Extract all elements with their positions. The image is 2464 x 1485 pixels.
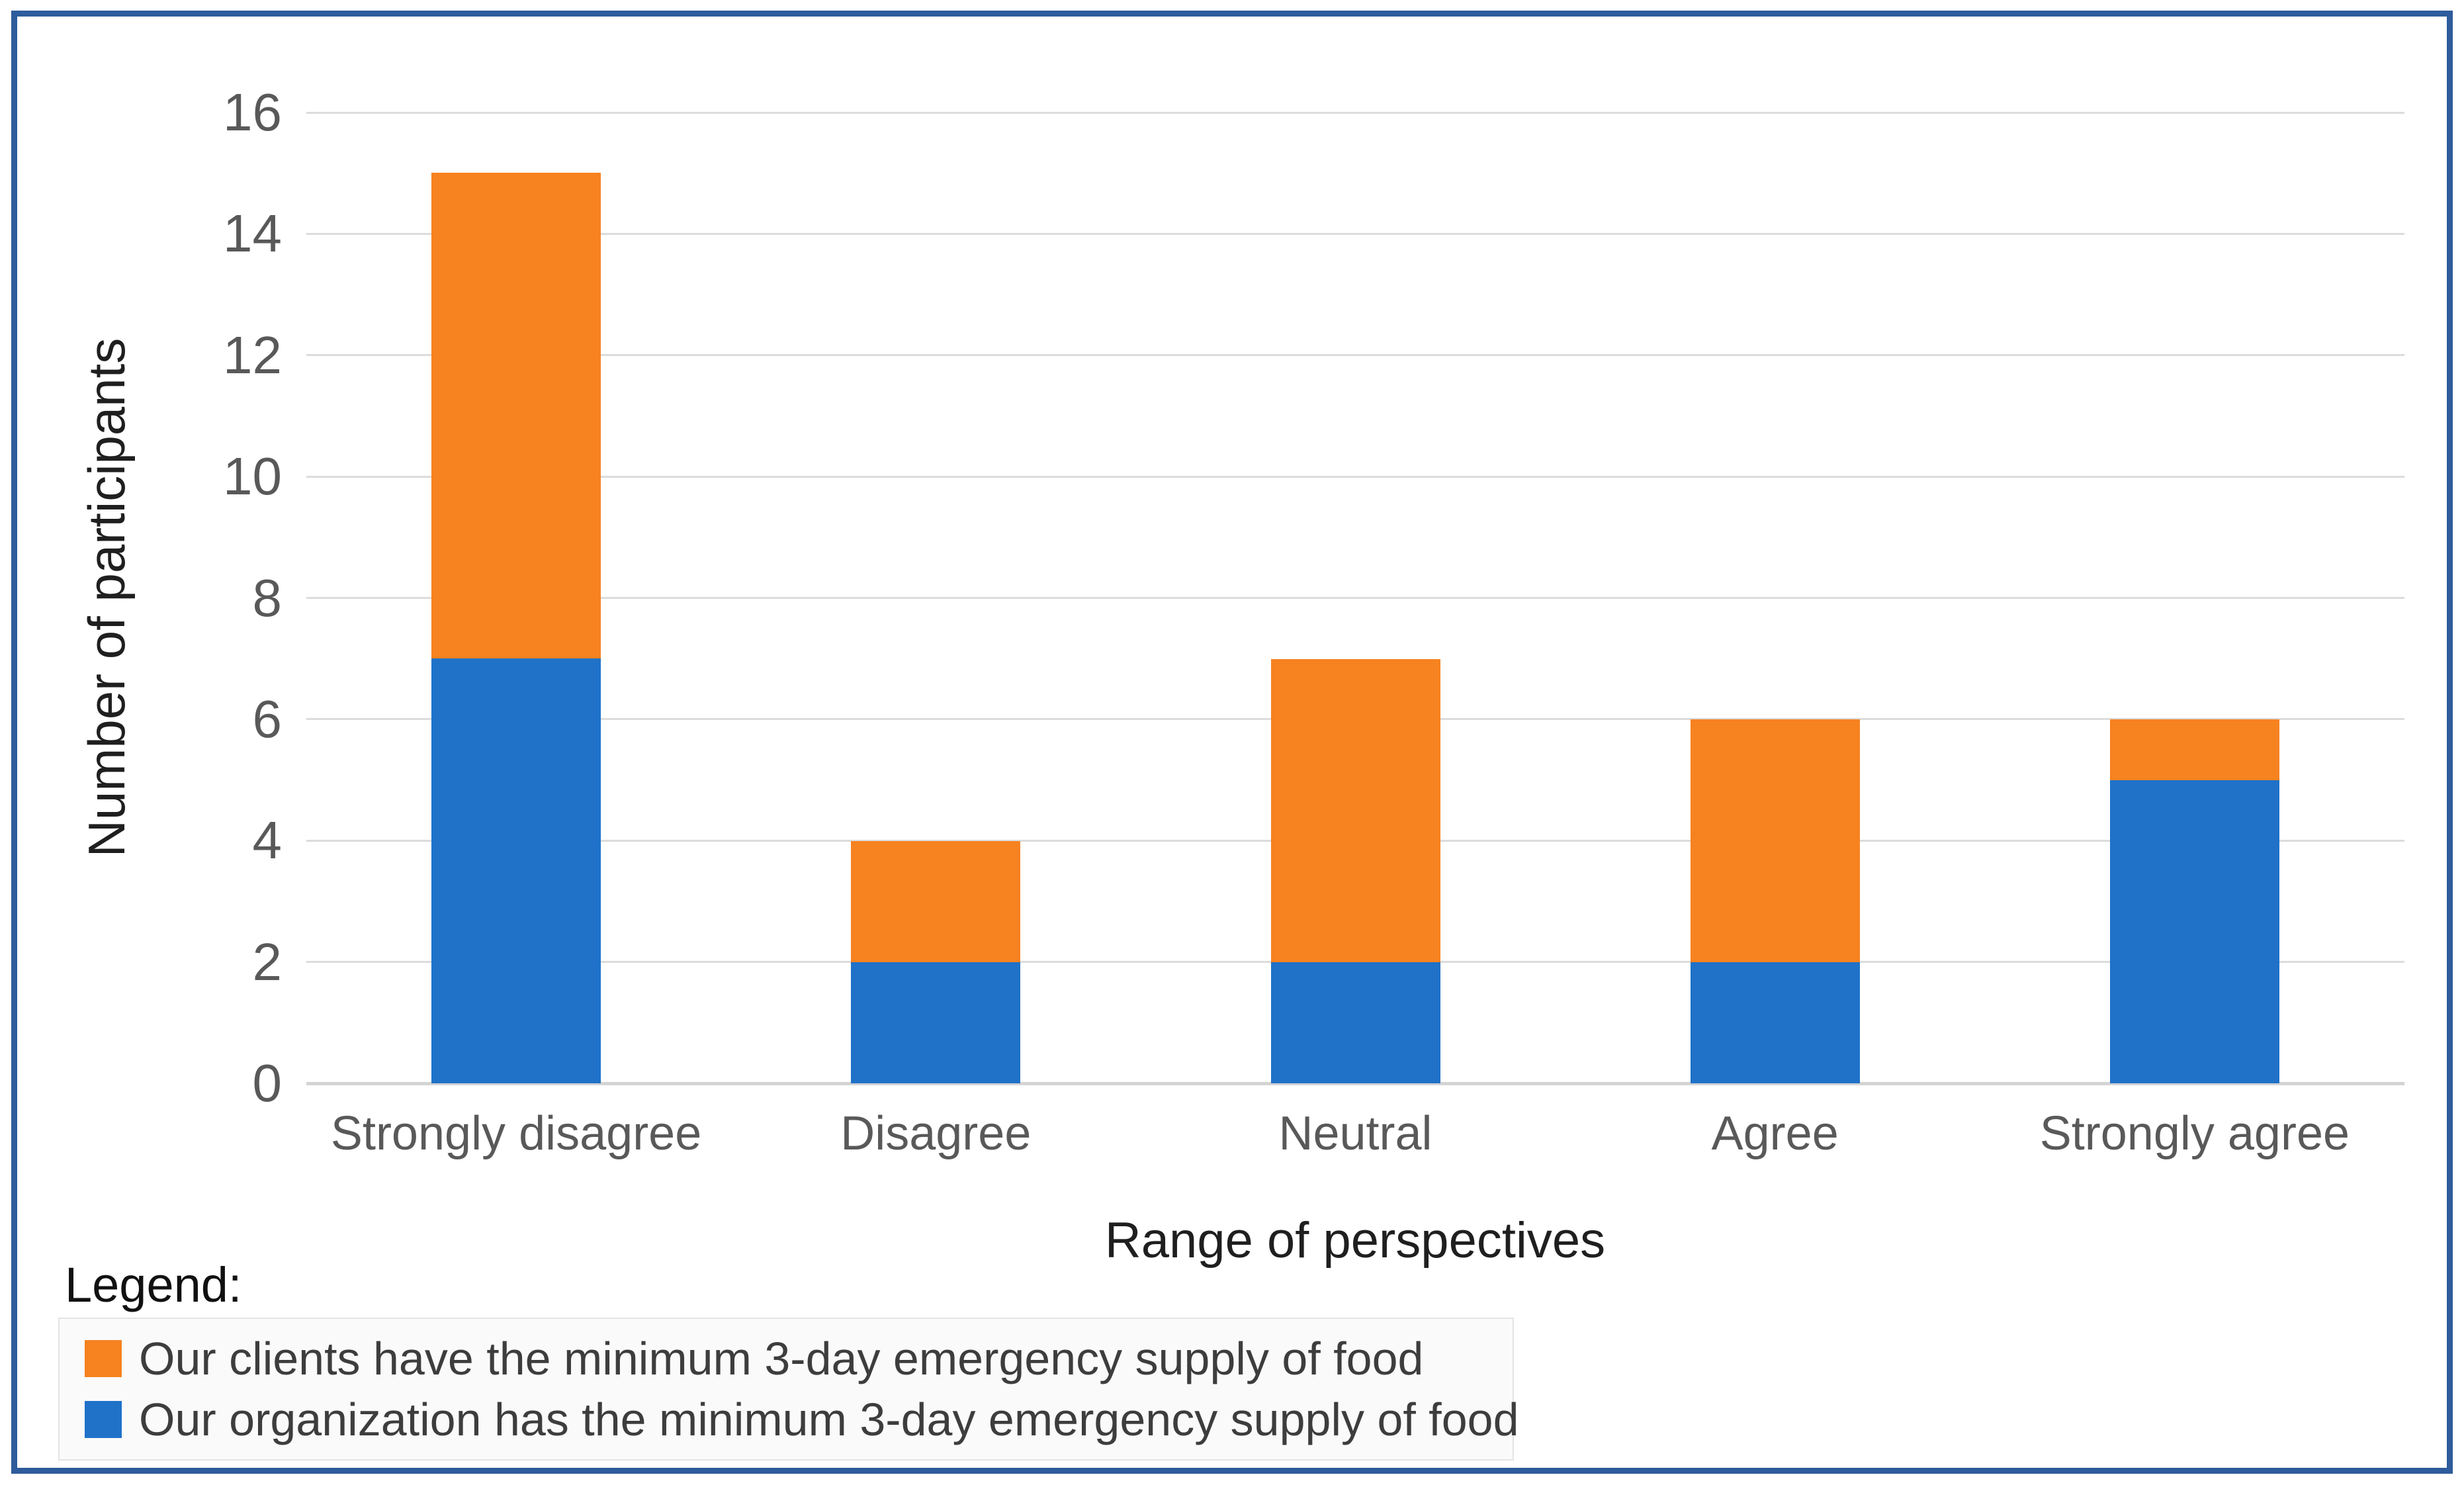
gridline-8 (306, 597, 2404, 599)
y-axis-tick-labels: 0 2 4 6 8 10 12 14 16 (116, 86, 283, 1110)
legend-label-clients: Our clients have the minimum 3-day emerg… (139, 1333, 1424, 1384)
y-tick-label-12: 12 (223, 325, 282, 384)
bar-segment-clients (2109, 719, 2279, 780)
bar-segment-clients (1270, 659, 1440, 962)
plot-area (306, 111, 2404, 1085)
y-tick-label-2: 2 (252, 932, 283, 991)
y-tick-label-6: 6 (252, 689, 283, 748)
x-axis-title: Range of perspectives (1104, 1212, 1606, 1269)
x-category-label-neutral: Neutral (1278, 1107, 1432, 1160)
bar-group-agree (1690, 719, 1860, 1083)
bar-segment-organization (1690, 962, 1860, 1083)
legend-item-clients: Our clients have the minimum 3-day emerg… (60, 1335, 1513, 1382)
x-category-label-strongly-disagree: Strongly disagree (330, 1107, 702, 1160)
bar-segment-organization (431, 658, 601, 1083)
x-category-label-strongly-agree: Strongly agree (2039, 1107, 2350, 1160)
gridline-10 (306, 475, 2404, 478)
x-category-label-agree: Agree (1711, 1107, 1839, 1160)
bar-segment-clients (851, 841, 1021, 962)
x-category-label-disagree: Disagree (840, 1107, 1032, 1160)
figure-border-frame: Number of participants 0 2 4 6 8 10 12 14 16 Str… (11, 11, 2453, 1474)
bar-group-disagree (851, 841, 1021, 1083)
bar-segment-clients (1690, 719, 1860, 962)
bar-segment-clients (431, 173, 601, 658)
gridline-16 (306, 111, 2404, 114)
y-tick-label-14: 14 (223, 204, 282, 263)
bar-segment-organization (2109, 780, 2279, 1083)
legend-swatch-organization (85, 1401, 122, 1438)
legend-label-organization: Our organization has the minimum 3-day e… (139, 1394, 1519, 1445)
legend-item-organization: Our organization has the minimum 3-day e… (60, 1396, 1519, 1443)
x-axis-category-labels: Strongly disagree Disagree Neutral Agree Str… (306, 1110, 2404, 1176)
y-tick-label-0: 0 (252, 1054, 283, 1112)
gridline-12 (306, 354, 2404, 357)
legend-heading: Legend: (65, 1257, 242, 1312)
bar-segment-organization (1270, 962, 1440, 1083)
y-tick-label-4: 4 (252, 811, 283, 870)
y-tick-label-8: 8 (252, 568, 283, 627)
legend-swatch-clients (85, 1340, 122, 1377)
x-axis-line (306, 1081, 2404, 1085)
bar-group-neutral (1270, 659, 1440, 1083)
y-tick-label-10: 10 (223, 447, 282, 506)
legend-box: Our clients have the minimum 3-day emerg… (58, 1318, 1519, 1461)
bar-segment-organization (851, 962, 1021, 1083)
bar-group-strongly-agree (2109, 719, 2279, 1083)
gridline-14 (306, 232, 2404, 235)
bar-group-strongly-disagree (431, 173, 601, 1083)
y-tick-label-16: 16 (223, 83, 282, 142)
